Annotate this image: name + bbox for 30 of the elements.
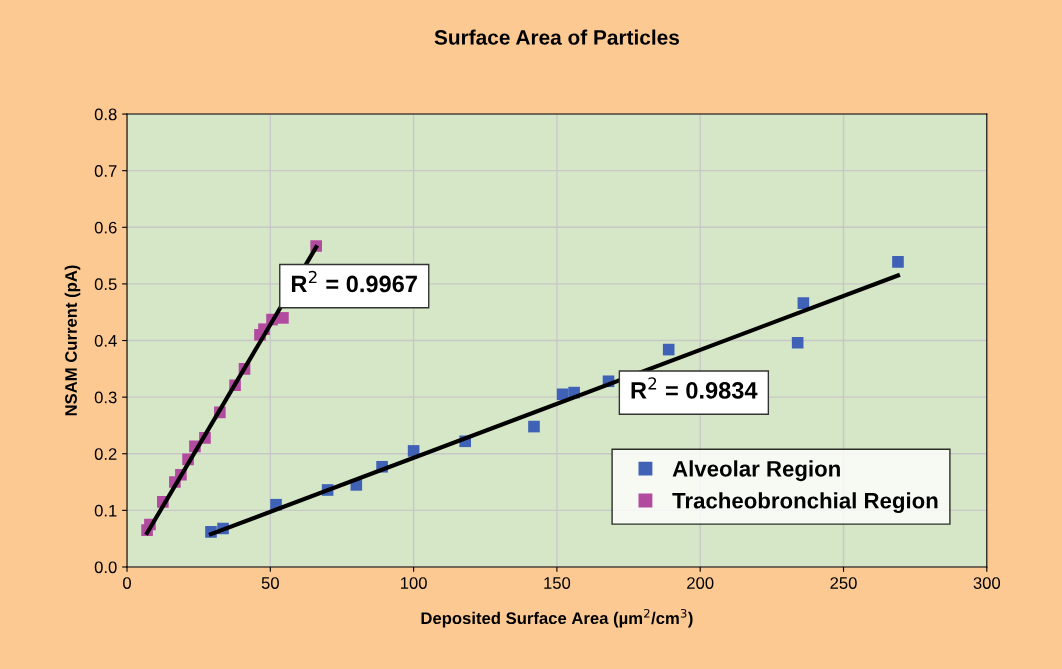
chart-title: Surface Area of Particles — [434, 29, 679, 45]
point — [892, 256, 904, 268]
y-tick-label: 0.8 — [94, 108, 117, 121]
point — [797, 297, 810, 309]
y-tick-label: 0.2 — [94, 448, 117, 460]
x-tick-label: 150 — [544, 577, 571, 589]
x-tick-label: 200 — [687, 577, 714, 589]
point — [277, 312, 289, 324]
y-tick-label: 0.3 — [94, 391, 117, 404]
y-tick-label: 0.1 — [94, 504, 117, 517]
x-axis-title: Deposited Surface Area (µm$^{2}$/cm$^{3}$) — [421, 608, 693, 628]
point — [662, 343, 675, 356]
legend-label: Alveolar Region — [672, 460, 840, 482]
point — [528, 420, 540, 433]
x-tick-label: 100 — [400, 577, 427, 589]
point — [556, 388, 569, 401]
annotation: R$^{2}$ = 0.9967 — [291, 270, 417, 293]
x-tick-label: 50 — [261, 577, 279, 589]
y-tick-label: 0.4 — [94, 334, 117, 347]
legend-label: Tracheobronchial Region — [672, 492, 938, 514]
y-axis-title: NSAM Current (pA) — [64, 265, 81, 416]
point — [791, 336, 804, 349]
x-tick-label: 300 — [973, 577, 1001, 589]
y-tick-label: 0.0 — [94, 561, 117, 574]
x-tick-label: 0 — [123, 577, 131, 589]
y-tick-label: 0.7 — [94, 165, 117, 177]
x-tick-label: 250 — [830, 577, 857, 589]
annotation: R$^{2}$ = 0.9834 — [631, 377, 758, 399]
y-tick-label: 0.5 — [94, 278, 117, 291]
y-tick-label: 0.6 — [94, 221, 117, 234]
